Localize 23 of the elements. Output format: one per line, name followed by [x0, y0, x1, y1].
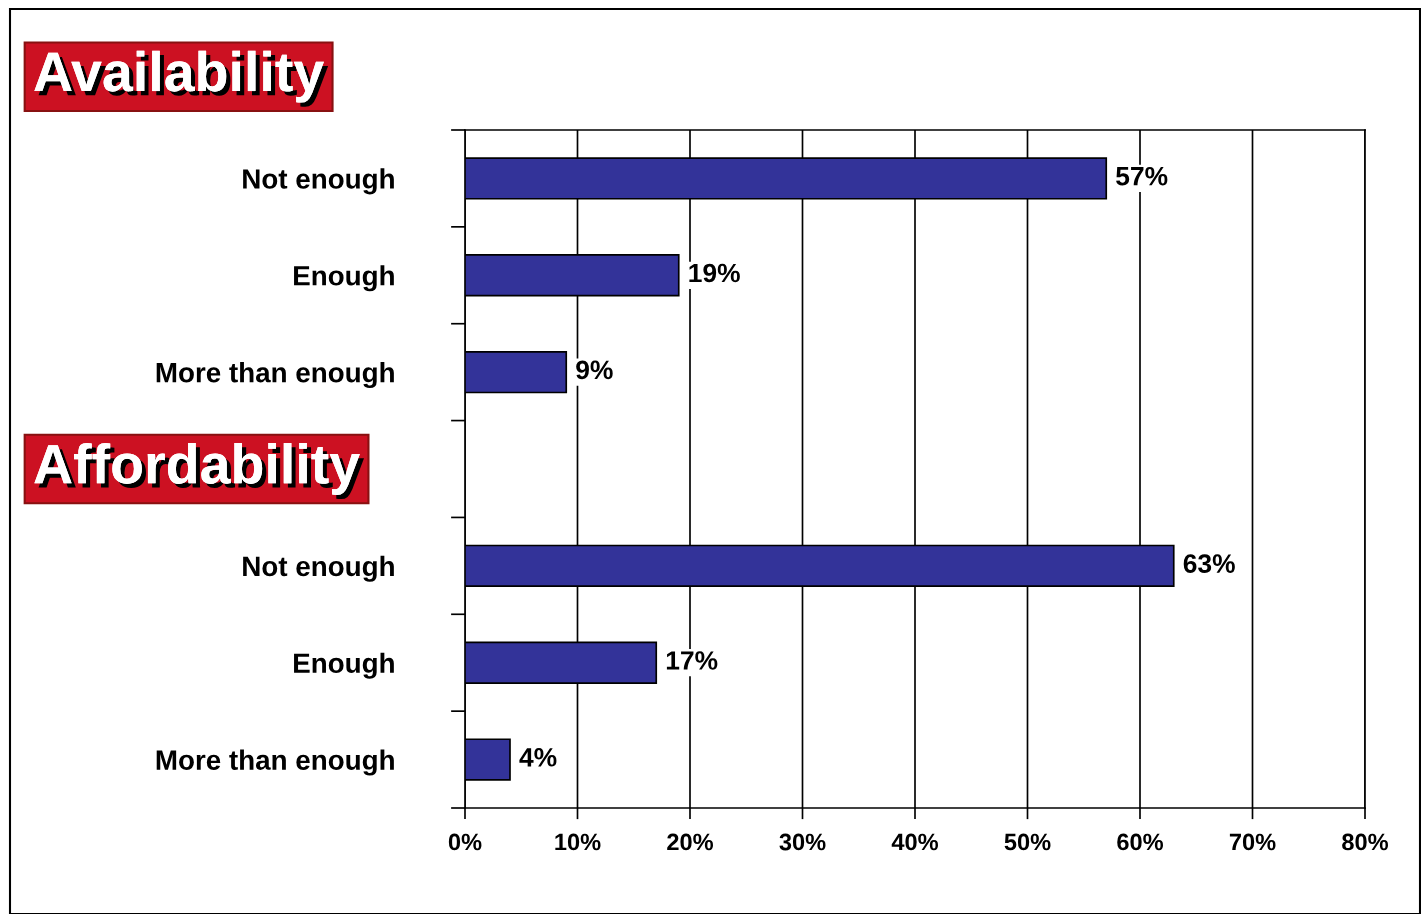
data-label: 19%: [689, 263, 740, 283]
y-tick-label: Enough: [294, 265, 394, 292]
y-tick-label: Enough: [294, 652, 394, 679]
x-tick-label: 70%: [1229, 833, 1276, 851]
data-label: 9%: [576, 360, 613, 380]
x-tick-label: 40%: [891, 833, 939, 851]
y-tick-label: More than enough: [156, 749, 394, 776]
x-tick-label: 30%: [779, 833, 826, 851]
text: Availability: [34, 50, 329, 107]
y-tick-label: Not enough: [243, 555, 394, 582]
data-label: 57%: [1116, 166, 1168, 186]
x-tick-label: 10%: [555, 833, 601, 851]
x-tick-label: 50%: [1004, 833, 1051, 851]
text: Affordability: [34, 443, 365, 500]
data-label: 17%: [666, 651, 718, 670]
y-tick-label: More than enough: [156, 362, 394, 389]
x-tick-label: 20%: [667, 833, 714, 851]
data-label: 63%: [1183, 554, 1235, 573]
y-tick-label: Not enough: [243, 168, 394, 195]
x-tick-label: 80%: [1342, 833, 1389, 851]
data-label: 4%: [519, 748, 557, 767]
x-tick-label: 0%: [448, 833, 482, 851]
x-tick-label: 60%: [1117, 833, 1164, 851]
